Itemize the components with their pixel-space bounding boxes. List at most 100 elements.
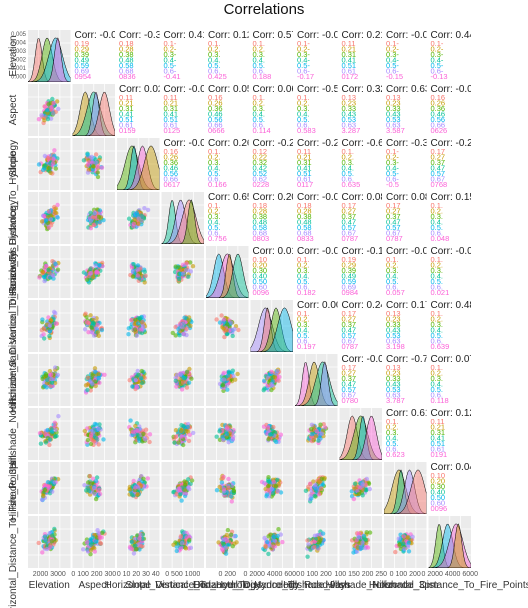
scatter-point [186, 485, 191, 490]
group-corr-value: 0.61 [431, 445, 446, 454]
group-corr-value: 0.41 [119, 110, 134, 119]
group-corr-value: 0.1. [253, 39, 266, 48]
scatter-point [271, 544, 276, 549]
density-tick-label: 0.004 [11, 41, 27, 47]
density-curve [384, 469, 427, 514]
group-corr-value: 0.3. [342, 158, 355, 167]
corr-panel-bg [339, 354, 382, 406]
group-corr-value: 0125 [164, 126, 181, 135]
scatter-point [132, 217, 137, 222]
group-corr-value: 0.3. [253, 50, 266, 59]
group-corr-value: 0.4. [431, 326, 444, 335]
group-corr-value: 0.23 [386, 99, 401, 108]
group-corr-value: 0.6. [431, 283, 444, 292]
scatter-point [351, 496, 357, 502]
density-tick-label: 0.001 [11, 66, 27, 72]
group-corr-value: 0.3. [253, 104, 266, 113]
group-corr-value: 0.43 [386, 110, 401, 119]
panel-9-7 [339, 516, 382, 568]
scatter-point [53, 427, 58, 433]
scatter-point [50, 161, 56, 166]
scatter-point [183, 491, 189, 496]
group-corr-value: 0.68 [119, 67, 134, 76]
group-corr-value: 0.639 [431, 342, 450, 351]
group-corr-value: 0.38 [253, 212, 268, 221]
scatter-point [184, 535, 189, 540]
col-label-Hillshade_9am: Hillshade_9am [283, 580, 349, 591]
row-label-Slope: Slope [8, 151, 19, 177]
panel-3-2 [117, 192, 160, 244]
scatter-point [88, 218, 94, 223]
col-label-Horizontal_Distance_To_Fire_Points: Horizontal_Distance_To_Fire_Points [369, 580, 528, 591]
panel-9-0 [28, 516, 71, 568]
corr-panel-bg [295, 192, 338, 244]
scatter-point [97, 487, 102, 492]
group-corr-value: 0.3. [386, 266, 399, 275]
scatter-point [48, 383, 53, 389]
scatter-point [179, 434, 184, 439]
group-corr-value: 0.3. [208, 212, 221, 221]
corr-label: Corr: -0.201 [297, 138, 351, 149]
scatter-point [229, 320, 234, 325]
scatter-point [217, 429, 222, 434]
group-corr-value: 0.2. [431, 369, 444, 378]
scatter-point [133, 485, 138, 490]
scatter-point [92, 210, 98, 216]
group-corr-value: 0.31 [431, 428, 446, 437]
density-curve [161, 199, 204, 244]
scatter-point [180, 262, 186, 267]
corr-panel-bg [384, 30, 427, 82]
panel-4-6: Corr: -0.0950.1.0.2.0.3.0.4.0.5.0.6.0.18… [295, 246, 338, 298]
scatter-point [181, 423, 186, 429]
corr-panel-bg [428, 462, 471, 514]
group-corr-value: 0.5. [342, 169, 355, 178]
scatter-point [43, 538, 48, 543]
group-corr-value: 0.2- [297, 45, 310, 54]
scatter-point [126, 216, 132, 221]
scatter-point [53, 434, 58, 439]
group-corr-value: 0.63 [342, 121, 357, 130]
scatter-point [181, 271, 186, 276]
scatter-point [276, 541, 281, 547]
scatter-point [263, 543, 268, 548]
group-corr-value: 0.4. [386, 272, 399, 281]
scatter-point [184, 385, 190, 390]
bottom-tick-label: 0 100 200 [301, 571, 332, 578]
scatter-point [309, 432, 314, 437]
panel-9-9 [428, 516, 471, 568]
group-corr-value: 0803 [253, 234, 270, 243]
corr-label: Corr: 0.215 [342, 30, 392, 41]
scatter-point [44, 381, 49, 386]
panel-7-0 [28, 408, 71, 460]
bottom-tick-label: 2000 3000 [33, 571, 66, 578]
corr-label: Corr: -0.011 [75, 30, 128, 41]
group-corr-value: 0.3. [208, 50, 221, 59]
scatter-point [88, 267, 93, 272]
scatter-point [173, 434, 178, 440]
scatter-point [134, 547, 139, 552]
col-label-Slope: Slope [125, 580, 151, 591]
scatter-point [138, 543, 144, 549]
scatter-point [264, 492, 270, 497]
group-corr-value: 0.63 [386, 121, 401, 130]
scatter-point [141, 431, 146, 436]
scatter-point [53, 166, 58, 171]
group-corr-value: 0.37 [342, 212, 357, 221]
panel-5-1 [72, 300, 115, 352]
panel-6-1 [72, 354, 115, 406]
group-corr-value: 0.3. [431, 212, 444, 221]
scatter-point [88, 313, 93, 318]
scatter-point [360, 482, 365, 487]
scatter-point [50, 272, 55, 278]
scatter-point [185, 369, 190, 375]
corr-label: Corr: 0.412 [164, 30, 214, 41]
group-corr-value: 0.13 [342, 93, 357, 102]
scatter-point [48, 170, 53, 175]
scatter-point [319, 476, 324, 481]
row-label-Hillshade_9am: Hillshade_9am [8, 347, 19, 413]
density-curve [428, 523, 471, 568]
scatter-point [136, 216, 141, 221]
scatter-point [97, 219, 103, 225]
